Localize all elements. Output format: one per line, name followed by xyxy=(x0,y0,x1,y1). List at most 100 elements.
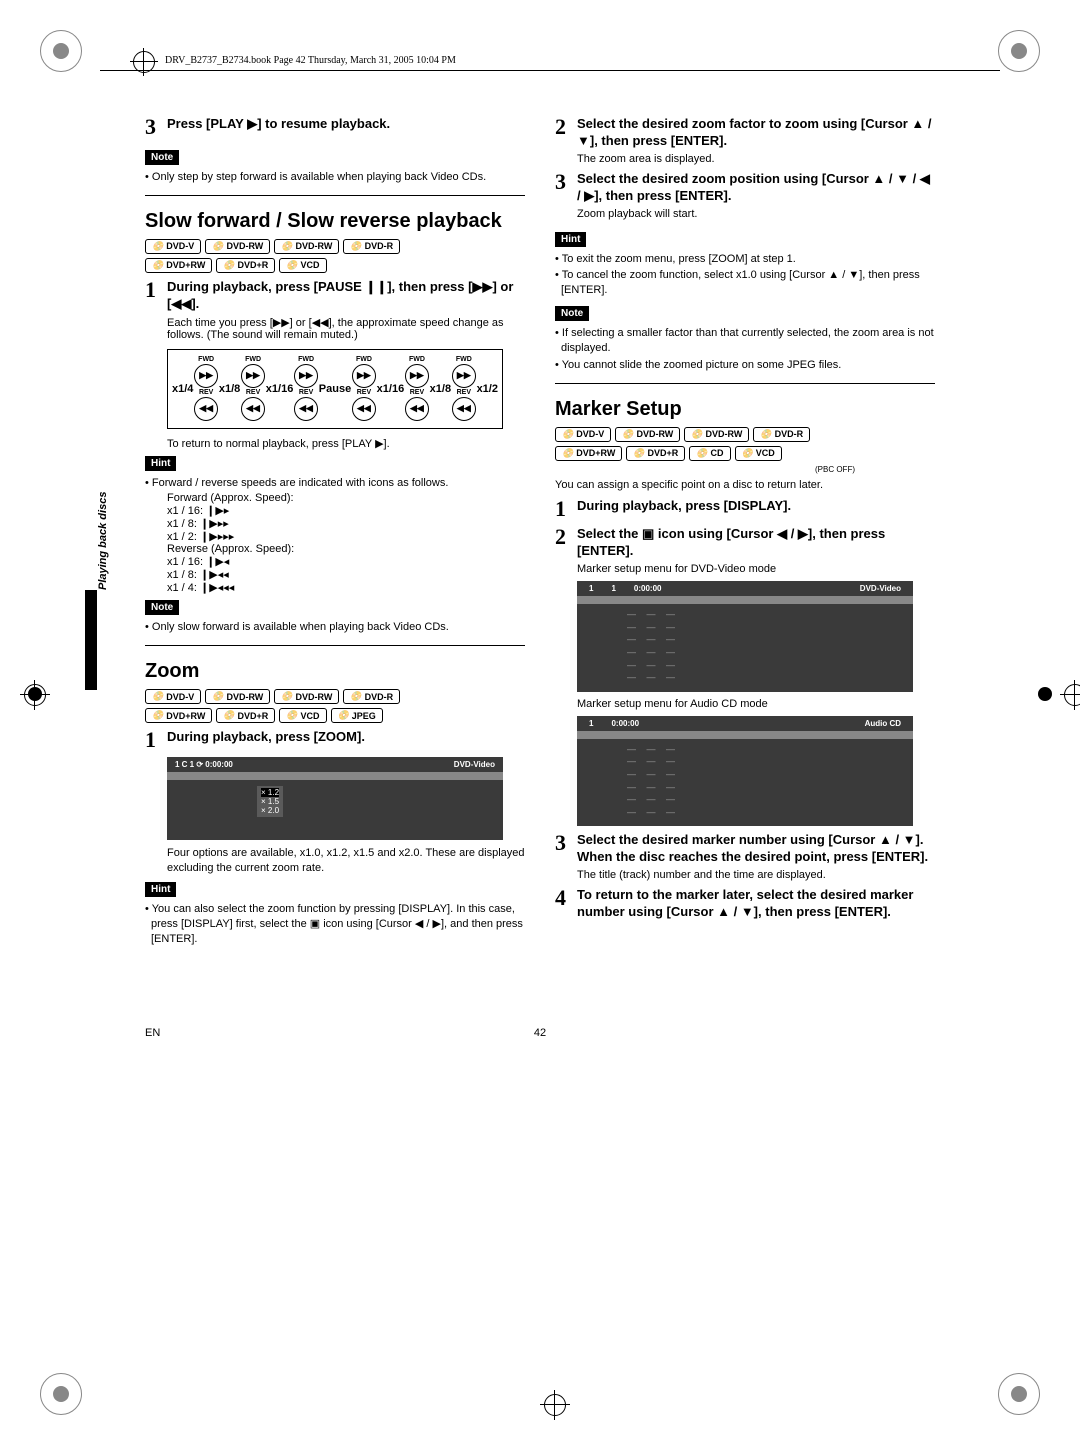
step-num: 3 xyxy=(555,171,577,193)
hint-label: Hint xyxy=(145,456,176,471)
step-sub: The title (track) number and the time ar… xyxy=(577,869,935,881)
hint-label: Hint xyxy=(145,882,176,897)
disc-badge: 📀DVD-V xyxy=(555,427,611,442)
step-sub: Marker setup menu for DVD-Video mode xyxy=(577,563,935,575)
disc-badge: 📀VCD xyxy=(279,708,326,723)
section-slow-title: Slow forward / Slow reverse playback xyxy=(145,210,525,233)
step-text: Select the desired zoom position using [… xyxy=(577,171,935,205)
step-text: Select the desired marker number using [… xyxy=(577,832,935,866)
step-num: 1 xyxy=(555,498,577,520)
speed-val: x1/2 xyxy=(477,383,498,395)
disc-badges-3: 📀DVD-V 📀DVD-RW 📀DVD-RW 📀DVD-R xyxy=(555,427,935,442)
step-text: During playback, press [DISPLAY]. xyxy=(577,498,791,515)
zoom-opt: × 2.0 xyxy=(261,806,279,815)
hint-text: • You can also select the zoom function … xyxy=(151,902,525,947)
disc-badge: 📀DVD-V xyxy=(145,689,201,704)
footer: EN 42 xyxy=(145,1027,935,1039)
footer-lang: EN xyxy=(145,1027,160,1039)
zoom-screenshot: 1 C 1 ⟳ 0:00:00 DVD-Video × 1.2 × 1.5 × … xyxy=(167,757,503,840)
marker-intro: You can assign a specific point on a dis… xyxy=(555,478,935,493)
step-text: Select the ▣ icon using [Cursor ◀ / ▶], … xyxy=(577,526,935,560)
hint-text: • Forward / reverse speeds are indicated… xyxy=(151,476,525,491)
step-text: During playback, press [ZOOM]. xyxy=(167,729,365,746)
disc-badge: 📀DVD-RW xyxy=(205,689,270,704)
step-num: 2 xyxy=(555,526,577,548)
right-column: 2 Select the desired zoom factor to zoom… xyxy=(555,110,935,927)
rev-item: x1 / 8: ❙▶◂◂ xyxy=(167,568,525,581)
step-sub: The zoom area is displayed. xyxy=(577,153,935,165)
hint-label: Hint xyxy=(555,232,586,247)
step-resume: 3 Press [PLAY ▶] to resume playback. xyxy=(145,116,525,138)
rev-label: Reverse (Approx. Speed): xyxy=(167,543,525,555)
disc-badge: 📀DVD-RW xyxy=(274,239,339,254)
marker-menu-dvd: 1 1 0:00:00 DVD-Video — — — — — — — — — … xyxy=(577,581,913,692)
step-display: 1 During playback, press [DISPLAY]. xyxy=(555,498,935,520)
disc-badge: 📀DVD-V xyxy=(145,239,201,254)
step-num: 3 xyxy=(555,832,577,854)
crop-mark-tl xyxy=(40,30,82,72)
disc-badge: 📀DVD+R xyxy=(216,708,275,723)
zoom-opt: × 1.5 xyxy=(261,797,279,806)
disc-badge: 📀DVD+RW xyxy=(145,708,212,723)
note-text: • Only slow forward is available when pl… xyxy=(151,620,525,635)
crop-mark-tr xyxy=(998,30,1040,72)
step-zoom-factor: 2 Select the desired zoom factor to zoom… xyxy=(555,116,935,165)
sidebar-label: Playing back discs xyxy=(97,492,109,590)
hint-line: • To exit the zoom menu, press [ZOOM] at… xyxy=(561,252,935,267)
rev-item: x1 / 16: ❙▶◂ xyxy=(167,555,525,568)
speed-val: x1/8 xyxy=(430,383,451,395)
disc-badge: 📀DVD-RW xyxy=(205,239,270,254)
section-tab xyxy=(85,590,97,690)
hint-line: • To cancel the zoom function, select x1… xyxy=(561,268,935,298)
disc-badges-2b: 📀DVD+RW 📀DVD+R 📀VCD 📀JPEG xyxy=(145,708,525,723)
step-select-marker: 3 Select the desired marker number using… xyxy=(555,832,935,881)
step-num: 1 xyxy=(145,279,167,301)
disc-badge: 📀VCD xyxy=(279,258,326,273)
page-content: Playing back discs 3 Press [PLAY ▶] to r… xyxy=(145,110,935,949)
step-text: Press [PLAY ▶] to resume playback. xyxy=(167,116,390,133)
step-zoom-position: 3 Select the desired zoom position using… xyxy=(555,171,935,220)
disc-badge: 📀DVD-R xyxy=(753,427,810,442)
step-return-marker: 4 To return to the marker later, select … xyxy=(555,887,935,921)
fwd-item: x1 / 2: ❙▶▸▸▸ xyxy=(167,530,525,543)
disc-badge: 📀DVD+R xyxy=(626,446,685,461)
step-select-icon: 2 Select the ▣ icon using [Cursor ◀ / ▶]… xyxy=(555,526,935,575)
speed-diagram: x1/4 FWD▶▶REV◀◀ x1/8 FWD▶▶REV◀◀ x1/16 FW… xyxy=(167,349,503,429)
disc-badge: 📀DVD-RW xyxy=(684,427,749,442)
divider xyxy=(145,645,525,646)
header-register-mark xyxy=(130,48,158,76)
step-text: To return to the marker later, select th… xyxy=(577,887,935,921)
speed-val: x1/4 xyxy=(172,383,193,395)
note-label: Note xyxy=(555,306,589,321)
section-marker-title: Marker Setup xyxy=(555,398,935,421)
disc-badges-2: 📀DVD-V 📀DVD-RW 📀DVD-RW 📀DVD-R xyxy=(145,689,525,704)
note-line: • You cannot slide the zoomed picture on… xyxy=(561,358,935,373)
disc-badge: 📀DVD+R xyxy=(216,258,275,273)
return-text: To return to normal playback, press [PLA… xyxy=(167,437,525,450)
note-line: • If selecting a smaller factor than tha… xyxy=(561,326,935,356)
note-label: Note xyxy=(145,150,179,165)
zoom-header-left: 1 C 1 ⟳ 0:00:00 xyxy=(175,760,233,769)
speed-val: x1/16 xyxy=(266,383,294,395)
marker-caption-2: Marker setup menu for Audio CD mode xyxy=(577,698,935,710)
disc-badge: 📀DVD-RW xyxy=(615,427,680,442)
marker-menu-cd: 1 0:00:00 Audio CD — — — — — — — — — — —… xyxy=(577,716,913,827)
zoom-caption: Four options are available, x1.0, x1.2, … xyxy=(167,846,525,876)
fwd-item: x1 / 8: ❙▶▸▸ xyxy=(167,517,525,530)
zoom-header-right: DVD-Video xyxy=(454,760,495,769)
step-num: 4 xyxy=(555,887,577,909)
step-pause: 1 During playback, press [PAUSE ❙❙], the… xyxy=(145,279,525,341)
step-text: During playback, press [PAUSE ❙❙], then … xyxy=(167,279,525,313)
step-zoom: 1 During playback, press [ZOOM]. xyxy=(145,729,525,751)
disc-badge: 📀DVD+RW xyxy=(555,446,622,461)
disc-badges-1b: 📀DVD+RW 📀DVD+R 📀VCD xyxy=(145,258,525,273)
header-rule xyxy=(100,70,1000,71)
disc-badges-1: 📀DVD-V 📀DVD-RW 📀DVD-RW 📀DVD-R xyxy=(145,239,525,254)
disc-badge: 📀DVD-RW xyxy=(274,689,339,704)
step-num: 2 xyxy=(555,116,577,138)
disc-badge: 📀DVD-R xyxy=(343,239,400,254)
rev-item: x1 / 4: ❙▶◂◂◂ xyxy=(167,581,525,594)
fwd-label: Forward (Approx. Speed): xyxy=(167,492,525,504)
disc-badge: 📀DVD+RW xyxy=(145,258,212,273)
speed-val: x1/8 xyxy=(219,383,240,395)
